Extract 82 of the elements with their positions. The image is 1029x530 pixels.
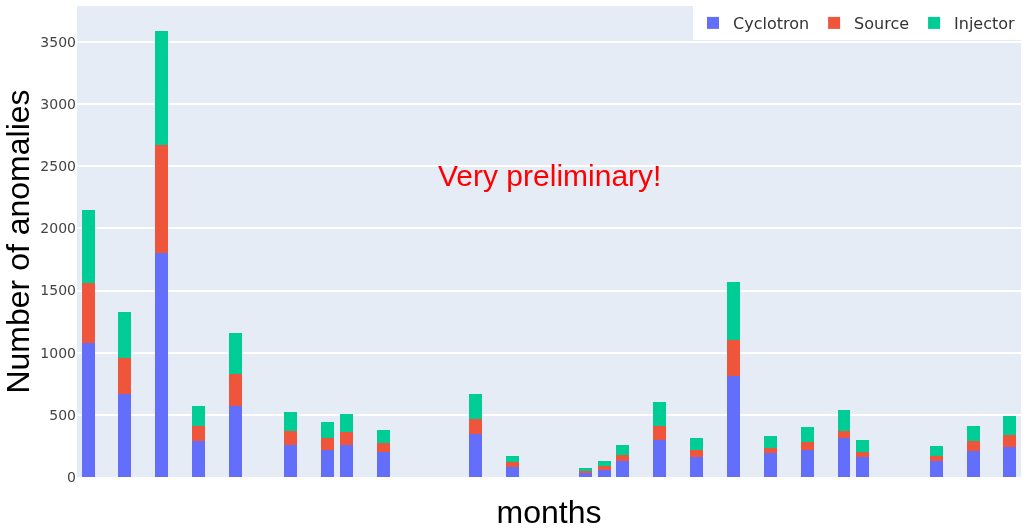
bar: [800, 449, 814, 477]
bar: [616, 454, 630, 461]
bar: [690, 438, 703, 450]
legend-label: Source: [854, 14, 910, 34]
y-tick-label: 1500: [40, 282, 76, 299]
bar: [321, 422, 335, 439]
bar: [284, 431, 298, 445]
bar: [155, 30, 169, 146]
bar: [690, 449, 703, 458]
bar: [192, 426, 206, 441]
legend-label: Injector: [954, 14, 1016, 34]
bar: [229, 373, 243, 407]
legend-label: Cyclotron: [733, 14, 810, 34]
bar: [468, 433, 482, 477]
annotation: Very preliminary!: [438, 159, 662, 192]
y-tick-label: 1000: [40, 344, 76, 361]
bar: [616, 444, 630, 455]
bar: [321, 438, 335, 450]
bar: [468, 418, 482, 434]
y-tick-label: 2500: [40, 158, 76, 175]
bar: [800, 427, 814, 443]
bar: [837, 409, 851, 432]
bar: [468, 393, 482, 419]
bar: [118, 357, 132, 394]
y-tick-label: 0: [67, 468, 76, 485]
bar: [763, 448, 777, 454]
bar: [192, 440, 206, 477]
y-tick-label: 3000: [40, 96, 76, 113]
bar: [837, 438, 851, 477]
bar: [966, 426, 980, 441]
bar: [726, 340, 740, 377]
bar: [376, 452, 390, 477]
bar: [597, 460, 611, 466]
bar: [1003, 434, 1017, 448]
bar: [81, 209, 95, 284]
bar: [155, 253, 169, 477]
y-tick-label: 2000: [40, 220, 76, 237]
bar: [966, 450, 980, 477]
bar: [505, 467, 519, 477]
bar: [653, 439, 667, 477]
bar: [929, 445, 943, 456]
y-axis-title: Number of anomalies: [0, 89, 36, 394]
bar: [339, 413, 353, 433]
bar: [929, 460, 943, 477]
bar: [597, 469, 611, 477]
bar: [726, 376, 740, 477]
bar: [616, 460, 630, 477]
bar: [118, 311, 132, 358]
bar: [763, 453, 777, 477]
bar: [81, 342, 95, 477]
bar: [966, 440, 980, 451]
bar: [505, 462, 519, 468]
bar: [339, 444, 353, 477]
bar: [155, 145, 169, 254]
bar: [597, 465, 611, 470]
bar: [763, 435, 777, 449]
bar: [339, 432, 353, 445]
bar: [505, 455, 519, 463]
bar: [653, 402, 667, 427]
bar: [653, 426, 667, 440]
bar: [321, 449, 335, 477]
bar: [800, 442, 814, 450]
bar: [284, 444, 298, 477]
x-axis-title: months: [496, 494, 602, 530]
bar: [376, 443, 390, 453]
y-tick-label: 500: [49, 406, 76, 423]
bar: [229, 406, 243, 477]
bar: [284, 412, 298, 432]
y-tick-label: 3500: [40, 33, 76, 50]
bar: [726, 281, 740, 341]
bar: [1003, 416, 1017, 435]
bar: [690, 457, 703, 477]
bar: [376, 429, 390, 444]
bar: [855, 457, 869, 477]
bar: [229, 332, 243, 374]
bar: [118, 393, 132, 477]
bar: [1003, 447, 1017, 477]
bar: [192, 406, 206, 427]
bar: [855, 439, 869, 453]
bar: [81, 283, 95, 343]
bar: [929, 455, 943, 461]
bar: [855, 452, 869, 458]
